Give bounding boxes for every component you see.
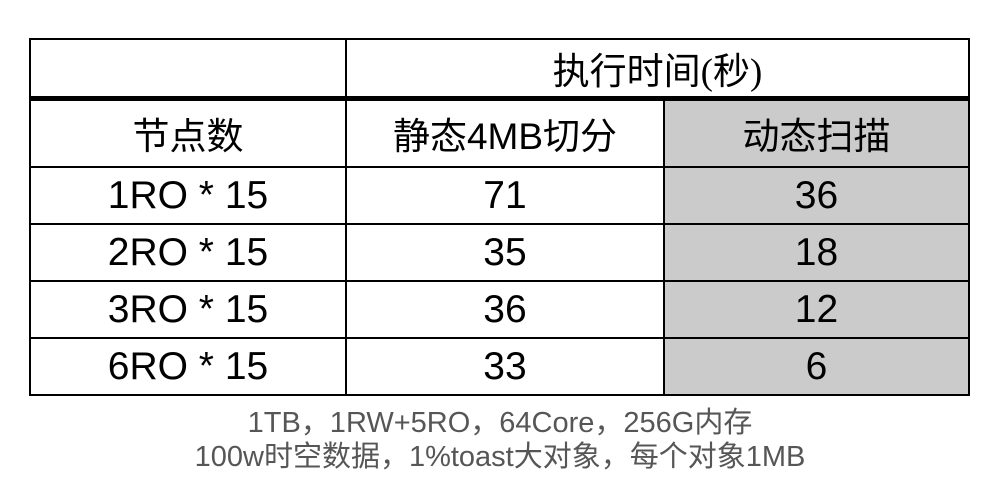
- cell-static-time: 33: [345, 337, 665, 396]
- benchmark-table: 执行时间(秒) 节点数 静态4MB切分 动态扫描 1RO * 15 71 36 …: [29, 38, 970, 396]
- col-header-dynamic-scan: 动态扫描: [663, 97, 970, 168]
- cell-static-time: 71: [345, 166, 665, 225]
- table-row: 3RO * 15 36 12: [29, 280, 970, 339]
- cell-dynamic-time: 6: [663, 337, 970, 396]
- cell-dynamic-time: 36: [663, 166, 970, 225]
- cell-nodes: 2RO * 15: [29, 223, 347, 282]
- footnote-line-1: 1TB，1RW+5RO，64Core，256G内存: [247, 407, 753, 439]
- table-row: 6RO * 15 33 6: [29, 337, 970, 396]
- cell-nodes: 1RO * 15: [29, 166, 347, 225]
- table-row: 2RO * 15 35 18: [29, 223, 970, 282]
- table-row: 执行时间(秒): [29, 38, 970, 101]
- cell-dynamic-time: 18: [663, 223, 970, 282]
- cell-nodes: 6RO * 15: [29, 337, 347, 396]
- col-header-node-count: 节点数: [29, 97, 347, 168]
- col-header-static-split: 静态4MB切分: [345, 97, 665, 168]
- group-header-exec-time: 执行时间(秒): [345, 38, 970, 101]
- footnote-line-2: 100w时空数据，1%toast大对象，每个对象1MB: [194, 441, 806, 473]
- table-footnote: 1TB，1RW+5RO，64Core，256G内存 100w时空数据，1%toa…: [0, 406, 1000, 474]
- cell-static-time: 35: [345, 223, 665, 282]
- cell-nodes: 3RO * 15: [29, 280, 347, 339]
- table-row: 1RO * 15 71 36: [29, 166, 970, 225]
- corner-empty-cell: [29, 38, 347, 101]
- cell-dynamic-time: 12: [663, 280, 970, 339]
- cell-static-time: 36: [345, 280, 665, 339]
- table-header-row: 节点数 静态4MB切分 动态扫描: [29, 97, 970, 168]
